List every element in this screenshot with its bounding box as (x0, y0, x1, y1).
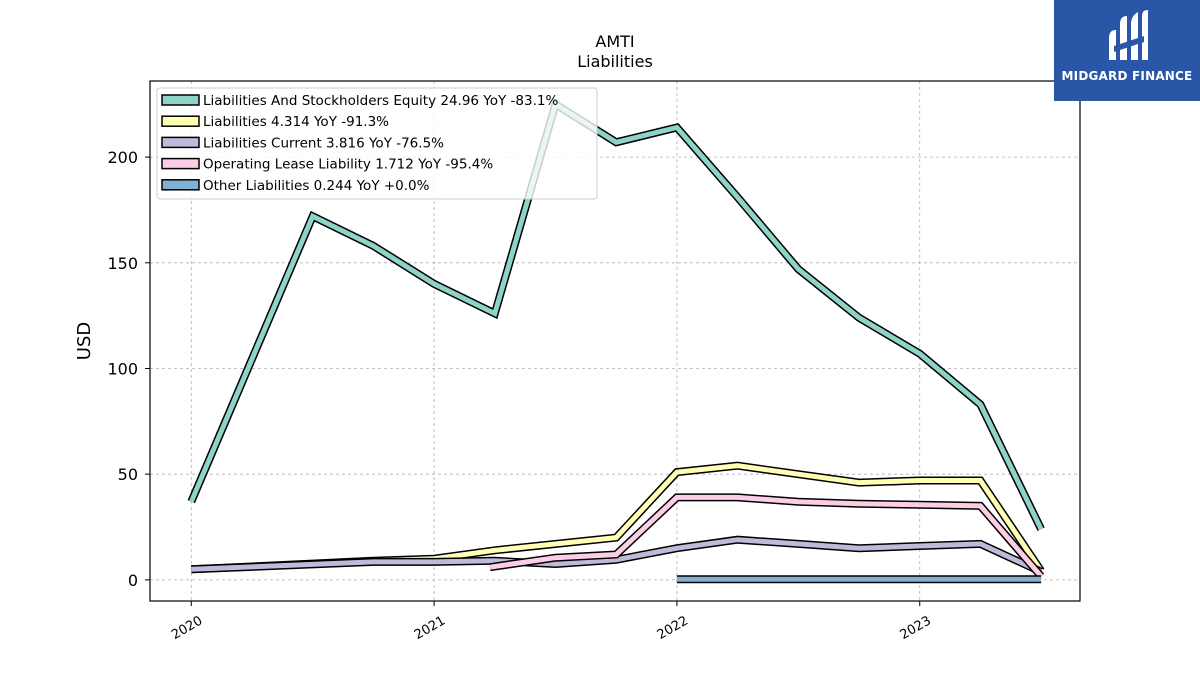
x-tick-label: 2022 (655, 613, 691, 643)
chart-title: AMTI (595, 32, 634, 51)
legend-entry-label: Other Liabilities 0.244 YoY +0.0% (203, 178, 430, 194)
brand-name: MIDGARD FINANCE (1061, 69, 1193, 83)
series-line (489, 494, 1043, 578)
legend-swatch (161, 179, 200, 191)
legend-box (156, 87, 598, 200)
series-lines (187, 98, 1045, 584)
x-tick-label: 2021 (412, 613, 448, 643)
y-tick-label: 0 (128, 571, 138, 590)
y-tick-label: 50 (118, 465, 138, 484)
series-line (191, 537, 1043, 575)
midgard-finance-logo: MIDGARD FINANCE (1054, 0, 1200, 101)
legend-entry-label: Liabilities Current 3.816 YoY -76.5% (203, 135, 444, 151)
y-tick-label: 150 (107, 254, 138, 273)
x-tick-label: 2020 (169, 613, 205, 643)
x-tick-label: 2023 (898, 613, 934, 643)
brand-mark-icon (1109, 10, 1148, 60)
y-axis-label: USD (74, 322, 95, 360)
legend: Liabilities And Stockholders Equity 24.9… (156, 87, 598, 200)
series-line (188, 100, 1044, 531)
legend-swatch (161, 157, 200, 170)
chart-subtitle: Liabilities (577, 52, 653, 71)
y-tick-label: 200 (107, 148, 138, 167)
legend-entry-label: Liabilities 4.314 YoY -91.3% (203, 114, 389, 130)
legend-entry-label: Operating Lease Liability 1.712 YoY -95.… (203, 157, 493, 173)
plot-area-frame (149, 80, 1081, 602)
y-tick-label: 100 (107, 359, 138, 378)
legend-swatch (161, 94, 200, 106)
legend-swatch (161, 136, 200, 149)
legend-swatch (161, 115, 200, 127)
legend-entry-label: Liabilities And Stockholders Equity 24.9… (203, 93, 558, 109)
